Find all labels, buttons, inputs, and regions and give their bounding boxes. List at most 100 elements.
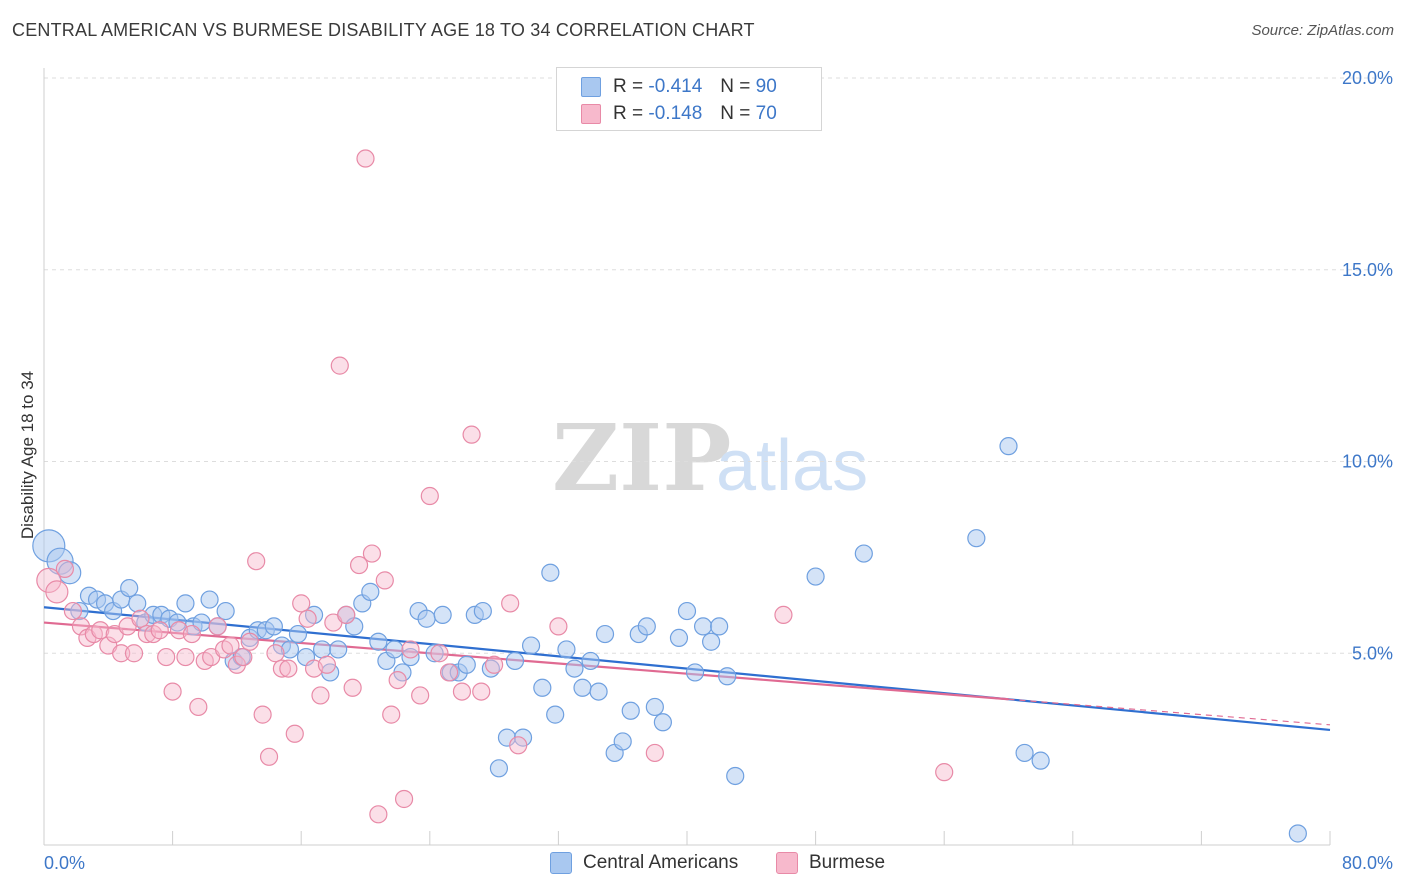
burmese-point bbox=[411, 686, 430, 705]
central-american-point bbox=[573, 678, 592, 697]
burmese-point bbox=[452, 682, 472, 701]
burmese-point bbox=[343, 678, 362, 697]
watermark: ZIP atlas bbox=[552, 404, 868, 512]
y-tick-label: 20.0% bbox=[1342, 68, 1393, 88]
central-american-point bbox=[329, 640, 348, 659]
central-american-point bbox=[565, 659, 584, 678]
burmese-trend-line bbox=[43, 621, 1009, 701]
burmese-point bbox=[208, 617, 227, 636]
bottom-legend-label: Central Americans bbox=[583, 852, 739, 873]
central-american-point bbox=[361, 582, 380, 601]
x-tick-label: 0.0% bbox=[44, 853, 85, 873]
burmese-point bbox=[337, 605, 356, 625]
central-american-point bbox=[710, 617, 729, 636]
central-american-point bbox=[999, 437, 1018, 456]
central-american-point bbox=[637, 617, 656, 636]
legend-r-label: R = bbox=[613, 76, 644, 97]
central-american-point bbox=[589, 682, 608, 701]
central-american-point bbox=[621, 701, 640, 720]
burmese-point bbox=[394, 789, 414, 809]
burmese-point bbox=[124, 644, 144, 663]
central-american-point bbox=[546, 705, 565, 724]
central-american-point bbox=[288, 624, 308, 644]
burmese-point bbox=[349, 555, 369, 575]
central-american-point bbox=[645, 697, 664, 717]
central-american-point bbox=[473, 601, 492, 621]
burmese-point bbox=[292, 594, 311, 613]
burmese-point bbox=[157, 647, 176, 667]
central-american-point bbox=[1031, 751, 1050, 770]
central-american-point bbox=[581, 651, 600, 671]
axes bbox=[43, 68, 1331, 846]
central-american-point bbox=[557, 640, 576, 659]
central-american-point bbox=[505, 651, 525, 671]
bottom-legend-burmese: Burmese bbox=[776, 852, 885, 874]
central-american-point bbox=[685, 663, 705, 682]
central-american-point bbox=[613, 732, 632, 751]
burmese-point bbox=[253, 705, 272, 724]
central-american-point bbox=[854, 544, 873, 563]
central-american-point bbox=[718, 667, 737, 686]
central-american-point bbox=[669, 628, 689, 648]
central-american-point bbox=[677, 601, 697, 621]
burmese-point bbox=[311, 686, 330, 705]
burmese-point bbox=[509, 736, 528, 755]
central-american-point bbox=[128, 594, 147, 613]
burmese-point bbox=[330, 356, 349, 375]
tick-labels: 5.0% 10.0% 15.0% 20.0% 0.0% 80.0% bbox=[44, 68, 1393, 873]
central-american-point bbox=[312, 640, 332, 659]
burmese-point bbox=[362, 544, 382, 563]
burmese-point bbox=[369, 805, 388, 824]
central-american-point bbox=[541, 563, 560, 582]
burmese-point bbox=[382, 705, 401, 724]
burmese-point bbox=[182, 624, 201, 644]
burmese-point bbox=[131, 609, 150, 628]
central-american-point bbox=[70, 601, 89, 621]
burmese-point bbox=[774, 605, 793, 625]
watermark-zip: ZIP bbox=[552, 404, 731, 512]
burmese-point bbox=[401, 640, 420, 659]
legend-row-burmese: R = -0.148 N = 70 bbox=[581, 102, 777, 126]
central-american-point bbox=[693, 617, 713, 636]
burmese-point bbox=[45, 580, 69, 604]
bottom-legend-swatch-blue bbox=[550, 852, 572, 874]
central-american-point bbox=[216, 601, 235, 621]
bottom-legend-label: Burmese bbox=[809, 852, 886, 873]
legend-r-value: -0.414 bbox=[648, 76, 703, 97]
central-american-point bbox=[967, 529, 986, 548]
source-credit: Source: ZipAtlas.com bbox=[1251, 22, 1394, 39]
burmese-point bbox=[375, 571, 394, 590]
central-american-point bbox=[726, 766, 745, 786]
central-american-point bbox=[280, 640, 300, 659]
series-burmese bbox=[36, 149, 954, 824]
burmese-point bbox=[430, 644, 449, 663]
burmese-point bbox=[285, 724, 304, 743]
burmese-point bbox=[266, 644, 285, 663]
grid-lines bbox=[44, 77, 1390, 654]
y-tick-label: 5.0% bbox=[1352, 643, 1393, 663]
legend-n-value: 70 bbox=[755, 103, 777, 124]
bottom-legend-swatch-pink bbox=[776, 852, 798, 874]
burmese-point bbox=[549, 617, 568, 636]
burmese-point bbox=[279, 659, 298, 678]
burmese-point bbox=[259, 747, 279, 766]
burmese-point bbox=[645, 743, 664, 763]
central-american-point bbox=[433, 605, 452, 625]
burmese-point bbox=[234, 647, 253, 667]
burmese-point bbox=[501, 594, 520, 613]
burmese-point bbox=[163, 682, 182, 701]
y-axis-label: Disability Age 18 to 34 bbox=[18, 371, 37, 539]
central-american-point bbox=[533, 678, 552, 697]
central-american-point bbox=[417, 609, 436, 628]
chart-title: CENTRAL AMERICAN VS BURMESE DISABILITY A… bbox=[12, 20, 755, 40]
central-american-point bbox=[176, 594, 195, 613]
y-tick-label: 10.0% bbox=[1342, 452, 1393, 472]
burmese-point bbox=[150, 621, 169, 640]
bottom-legend-central-americans: Central Americans bbox=[550, 852, 738, 874]
legend-r-value: -0.148 bbox=[648, 103, 703, 124]
legend-box: R = -0.414 N = 90 R = -0.148 N = 70 bbox=[556, 67, 822, 131]
burmese-point bbox=[189, 697, 208, 717]
burmese-point bbox=[462, 425, 481, 444]
burmese-point bbox=[272, 659, 292, 678]
